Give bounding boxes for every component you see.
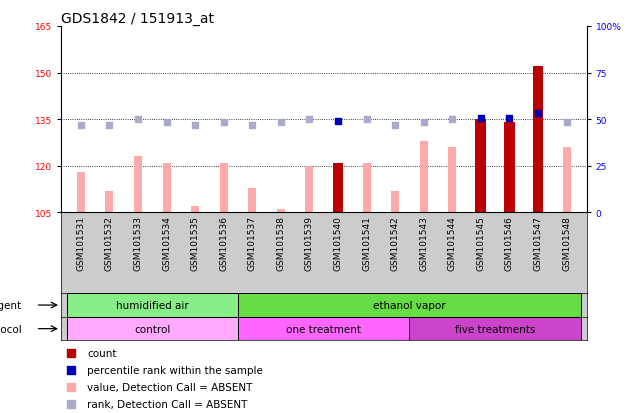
Text: GSM101544: GSM101544 bbox=[448, 215, 457, 270]
Bar bbox=[67, 317, 238, 341]
Bar bbox=[563, 148, 570, 213]
Bar bbox=[134, 157, 142, 213]
Text: humidified air: humidified air bbox=[116, 300, 188, 310]
Text: rank, Detection Call = ABSENT: rank, Detection Call = ABSENT bbox=[87, 399, 247, 409]
Bar bbox=[238, 317, 410, 341]
Point bbox=[276, 120, 286, 126]
Bar bbox=[163, 163, 171, 213]
Text: control: control bbox=[134, 324, 171, 334]
Point bbox=[419, 120, 429, 126]
Bar bbox=[476, 120, 487, 213]
Text: count: count bbox=[87, 348, 117, 358]
Text: GSM101538: GSM101538 bbox=[276, 215, 285, 270]
Bar bbox=[248, 188, 256, 213]
Text: GSM101533: GSM101533 bbox=[133, 215, 142, 270]
Text: GSM101539: GSM101539 bbox=[305, 215, 314, 270]
Point bbox=[476, 115, 486, 121]
Text: GSM101542: GSM101542 bbox=[390, 215, 399, 270]
Point bbox=[162, 120, 172, 126]
Bar bbox=[504, 123, 515, 213]
Bar bbox=[305, 166, 313, 213]
Bar bbox=[238, 294, 581, 317]
Point bbox=[414, 173, 424, 180]
Bar bbox=[391, 191, 399, 213]
Bar bbox=[106, 191, 113, 213]
Bar bbox=[533, 67, 544, 213]
Text: GSM101541: GSM101541 bbox=[362, 215, 371, 270]
Point bbox=[133, 116, 143, 123]
Point bbox=[219, 120, 229, 126]
Text: value, Detection Call = ABSENT: value, Detection Call = ABSENT bbox=[87, 382, 253, 392]
Bar bbox=[333, 163, 344, 213]
Text: GSM101537: GSM101537 bbox=[248, 215, 257, 270]
Bar bbox=[191, 206, 199, 213]
Point bbox=[447, 116, 458, 123]
Bar bbox=[448, 148, 456, 213]
Text: GSM101547: GSM101547 bbox=[533, 215, 542, 270]
Bar bbox=[420, 142, 428, 213]
Text: one treatment: one treatment bbox=[286, 324, 362, 334]
Text: GSM101535: GSM101535 bbox=[190, 215, 199, 270]
Text: GSM101531: GSM101531 bbox=[76, 215, 85, 270]
Point bbox=[76, 123, 86, 129]
Point bbox=[414, 18, 424, 24]
Text: five treatments: five treatments bbox=[455, 324, 535, 334]
Point bbox=[304, 116, 315, 123]
Bar bbox=[410, 317, 581, 341]
Text: agent: agent bbox=[0, 300, 22, 310]
Bar bbox=[220, 163, 228, 213]
Point bbox=[104, 123, 115, 129]
Text: GDS1842 / 151913_at: GDS1842 / 151913_at bbox=[61, 12, 214, 26]
Point bbox=[333, 118, 343, 125]
Text: GSM101540: GSM101540 bbox=[333, 215, 342, 270]
Point bbox=[562, 120, 572, 126]
Point bbox=[504, 115, 515, 121]
Text: GSM101545: GSM101545 bbox=[476, 215, 485, 270]
Text: GSM101546: GSM101546 bbox=[505, 215, 514, 270]
Text: ethanol vapor: ethanol vapor bbox=[373, 300, 445, 310]
Text: GSM101536: GSM101536 bbox=[219, 215, 228, 270]
Text: GSM101543: GSM101543 bbox=[419, 215, 428, 270]
Point bbox=[190, 123, 200, 129]
Text: protocol: protocol bbox=[0, 324, 22, 334]
Bar bbox=[363, 163, 370, 213]
Point bbox=[362, 116, 372, 123]
Bar bbox=[77, 173, 85, 213]
Text: percentile rank within the sample: percentile rank within the sample bbox=[87, 365, 263, 375]
Bar bbox=[67, 294, 238, 317]
Text: GSM101548: GSM101548 bbox=[562, 215, 571, 270]
Point bbox=[414, 328, 424, 335]
Bar bbox=[277, 210, 285, 213]
Point bbox=[533, 110, 543, 117]
Point bbox=[390, 123, 400, 129]
Point bbox=[247, 123, 258, 129]
Text: GSM101532: GSM101532 bbox=[105, 215, 114, 270]
Text: GSM101534: GSM101534 bbox=[162, 215, 171, 270]
